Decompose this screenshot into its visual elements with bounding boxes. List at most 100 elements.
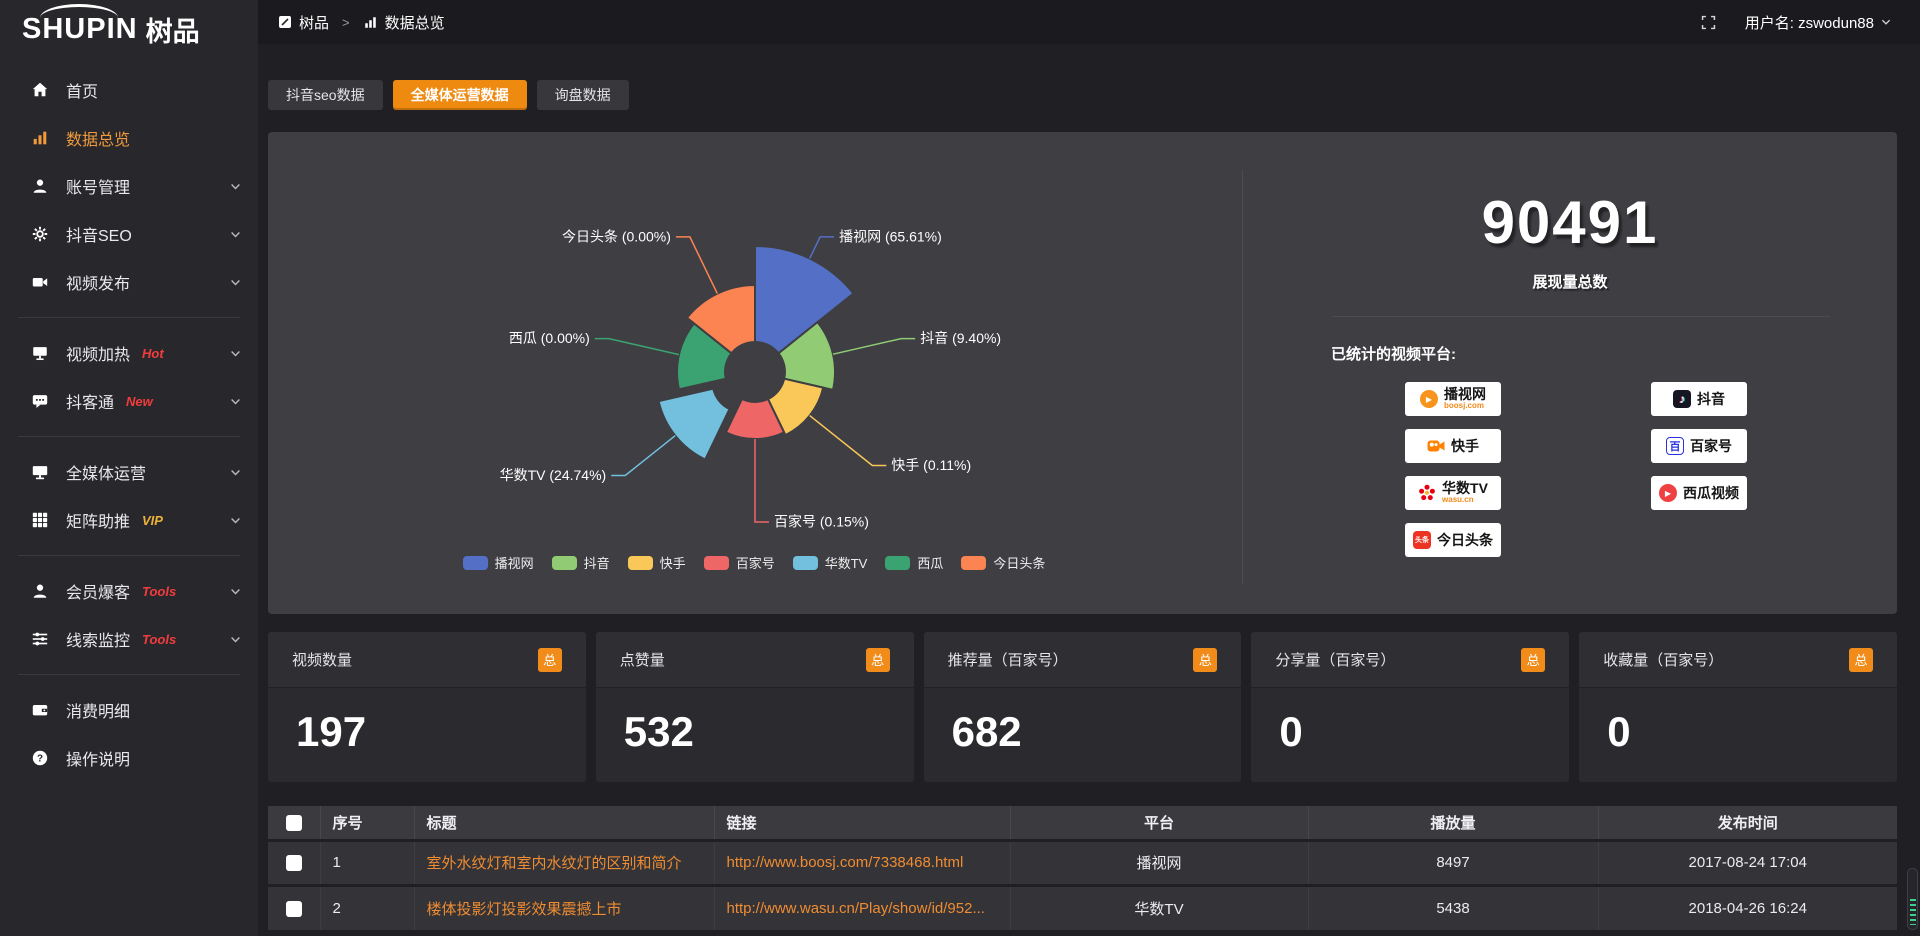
pie-label-line bbox=[611, 435, 676, 477]
pie-label-line bbox=[809, 415, 887, 467]
cell-link[interactable]: http://www.boosj.com/7338468.html bbox=[714, 840, 1011, 885]
total-badge: 总 bbox=[865, 647, 890, 672]
stat-card-2: 推荐量（百家号） 总 682 bbox=[923, 632, 1242, 782]
legend-item-今日头条[interactable]: 今日头条 bbox=[961, 553, 1045, 572]
stat-card-value: 532 bbox=[623, 708, 694, 755]
cell-index: 2 bbox=[320, 885, 415, 930]
stat-card-value: 0 bbox=[1607, 708, 1631, 755]
user-dropdown[interactable]: 用户名: zswodun88 bbox=[1745, 12, 1892, 33]
legend-label: 华数TV bbox=[824, 556, 868, 571]
table-header-row: 序号 标题 链接 平台 播放量 发布时间 bbox=[268, 806, 1897, 840]
row-checkbox[interactable] bbox=[285, 855, 302, 872]
tab-douyin-seo-data[interactable]: 抖音seo数据 bbox=[268, 80, 383, 110]
stat-card-4: 收藏量（百家号） 总 0 bbox=[1579, 632, 1897, 782]
row-checkbox[interactable] bbox=[285, 900, 302, 917]
pie-slice-华数TV[interactable] bbox=[657, 387, 731, 461]
legend-swatch bbox=[703, 555, 729, 570]
legend-item-百家号[interactable]: 百家号 bbox=[703, 553, 775, 572]
row-checkbox-cell bbox=[268, 885, 321, 930]
chevron-down-icon bbox=[229, 180, 242, 193]
breadcrumb-item-root[interactable]: 树品 bbox=[278, 12, 329, 33]
cell-link[interactable]: http://www.wasu.cn/Play/show/id/952... bbox=[714, 885, 1011, 930]
legend-item-西瓜[interactable]: 西瓜 bbox=[885, 553, 943, 572]
pie-slice-百家号[interactable] bbox=[724, 397, 786, 440]
sidebar-item-video-heat[interactable]: 视频加热 Hot bbox=[0, 329, 258, 377]
sidebar-item-video-publish[interactable]: 视频发布 bbox=[0, 258, 258, 306]
legend-item-华数TV[interactable]: 华数TV bbox=[792, 553, 868, 572]
scrollbar[interactable] bbox=[1907, 868, 1918, 930]
tab-inquiry-data[interactable]: 询盘数据 bbox=[536, 80, 629, 110]
sidebar-item-label: 首页 bbox=[66, 84, 99, 101]
pie-slice-抖音[interactable] bbox=[777, 320, 836, 391]
platform-badge-toutiao: 头条 今日头条 bbox=[1405, 523, 1501, 557]
sidebar-item-douyin-seo[interactable]: 抖音SEO bbox=[0, 210, 258, 258]
pie-label: 华数TV (24.74%) bbox=[500, 467, 607, 483]
legend-item-抖音[interactable]: 抖音 bbox=[551, 553, 610, 572]
chevron-down-icon bbox=[229, 276, 242, 289]
bar-chart-icon bbox=[364, 16, 376, 28]
fullscreen-icon[interactable] bbox=[1700, 14, 1717, 31]
platform-badges: ▶ 播视网 boosj.com 快手 华数TV wasu.cn 头条 今日头条 ♪ 抖音百百家号… bbox=[1405, 382, 1747, 557]
pie-label: 抖音 (9.40%) bbox=[920, 330, 1001, 346]
platform-badge-kuaishou: 快手 bbox=[1405, 429, 1501, 463]
legend-swatch bbox=[551, 555, 577, 570]
cell-title[interactable]: 楼体投影灯投影效果震撼上市 bbox=[414, 885, 715, 930]
breadcrumb-label: 树品 bbox=[299, 14, 330, 32]
pie-slice-今日头条[interactable] bbox=[685, 283, 756, 355]
breadcrumb: 树品 > 数据总览 bbox=[278, 12, 445, 33]
pie-slice-西瓜[interactable] bbox=[676, 321, 733, 391]
column-header: 发布时间 bbox=[1598, 806, 1897, 840]
sidebar-item-matrix-boost[interactable]: 矩阵助推 VIP bbox=[0, 496, 258, 544]
legend-item-快手[interactable]: 快手 bbox=[627, 553, 686, 572]
sidebar-item-douketong[interactable]: 抖客通 New bbox=[0, 377, 258, 425]
sidebar-item-badge: Hot bbox=[142, 345, 164, 361]
menu-divider bbox=[18, 317, 240, 318]
sidebar-item-label: 矩阵助推 bbox=[66, 514, 131, 531]
column-header: 平台 bbox=[1010, 806, 1309, 840]
sidebar-item-label: 消费明细 bbox=[66, 704, 131, 721]
stat-card-label: 分享量（百家号） bbox=[1275, 652, 1396, 669]
sidebar-item-consume-detail[interactable]: 消费明细 bbox=[0, 686, 258, 734]
table-row: 2 楼体投影灯投影效果震撼上市 http://www.wasu.cn/Play/sh… bbox=[268, 885, 1897, 930]
video-table-wrap: 序号 标题 链接 平台 播放量 发布时间 1 室外水纹灯和室内水纹灯的区别和简介 http://… bbox=[268, 806, 1897, 930]
svg-text:?: ? bbox=[37, 754, 43, 765]
legend-item-播视网[interactable]: 播视网 bbox=[462, 553, 534, 572]
tab-media-operation-data[interactable]: 全媒体运营数据 bbox=[392, 80, 527, 110]
breadcrumb-separator: > bbox=[342, 14, 350, 30]
username-label: 用户名: zswodun88 bbox=[1744, 14, 1874, 32]
legend-label: 西瓜 bbox=[917, 556, 944, 571]
pie-slice-快手[interactable] bbox=[766, 377, 825, 437]
sidebar-item-label: 视频发布 bbox=[66, 276, 131, 293]
cell-title[interactable]: 室外水纹灯和室内水纹灯的区别和简介 bbox=[414, 840, 715, 885]
total-badge: 总 bbox=[537, 647, 562, 672]
sidebar-item-badge: New bbox=[126, 393, 153, 409]
column-header: 链接 bbox=[714, 806, 1011, 840]
cell-platform: 华数TV bbox=[1010, 885, 1309, 930]
chevron-down-icon bbox=[1881, 19, 1891, 25]
pie-label: 百家号 (0.15%) bbox=[774, 514, 869, 530]
stat-cards: 视频数量总 197 点赞量总 532 推荐量（百家号）总 682 分享量（百家号）总 0 收藏量… bbox=[268, 632, 1897, 782]
sidebar-item-clue-monitor[interactable]: 线索监控 Tools bbox=[0, 615, 258, 663]
heat-icon bbox=[30, 343, 50, 363]
select-all-checkbox[interactable] bbox=[285, 814, 302, 831]
sidebar-item-account-manage[interactable]: 账号管理 bbox=[0, 162, 258, 210]
sidebar-item-badge: VIP bbox=[142, 512, 163, 528]
pie-slice-播视网[interactable] bbox=[754, 244, 855, 355]
legend-label: 百家号 bbox=[735, 556, 775, 571]
sidebar-item-media-operation[interactable]: 全媒体运营 bbox=[0, 448, 258, 496]
total-badge: 总 bbox=[1193, 647, 1218, 672]
scrollbar-marks bbox=[1909, 899, 1916, 925]
sidebar-item-operation-guide[interactable]: ? 操作说明 bbox=[0, 734, 258, 782]
brand-suffix: 树品 bbox=[145, 16, 200, 47]
breadcrumb-item-current[interactable]: 数据总览 bbox=[363, 12, 445, 33]
sidebar-item-home[interactable]: 首页 bbox=[0, 66, 258, 114]
stat-card-value: 682 bbox=[951, 708, 1022, 755]
sidebar-menu: 首页 数据总览 账号管理 抖音SEO 视频发布 视频加热 Hot 抖客通 New 全媒体运营 矩阵助… bbox=[0, 58, 258, 782]
sidebar-item-data-overview[interactable]: 数据总览 bbox=[0, 114, 258, 162]
platform-name: 抖音 bbox=[1697, 390, 1725, 407]
douyin-logo-icon: ♪ bbox=[1673, 390, 1691, 408]
gear-icon bbox=[30, 224, 50, 244]
platform-badge-wasu: 华数TV wasu.cn bbox=[1405, 476, 1501, 510]
cell-platform: 播视网 bbox=[1010, 840, 1309, 885]
sidebar-item-member-baoke[interactable]: 会员爆客 Tools bbox=[0, 567, 258, 615]
